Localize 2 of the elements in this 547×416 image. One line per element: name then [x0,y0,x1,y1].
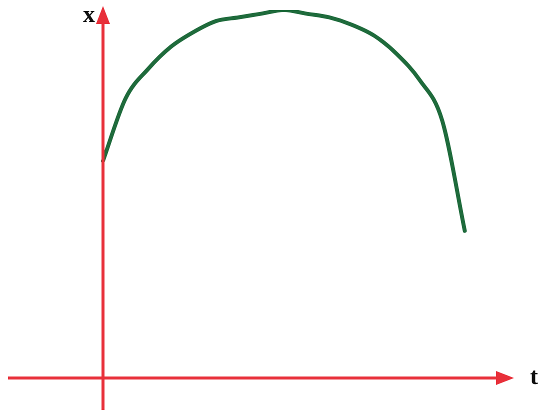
x-axis-title: t [530,364,538,390]
y-axis-title: x [83,2,95,28]
